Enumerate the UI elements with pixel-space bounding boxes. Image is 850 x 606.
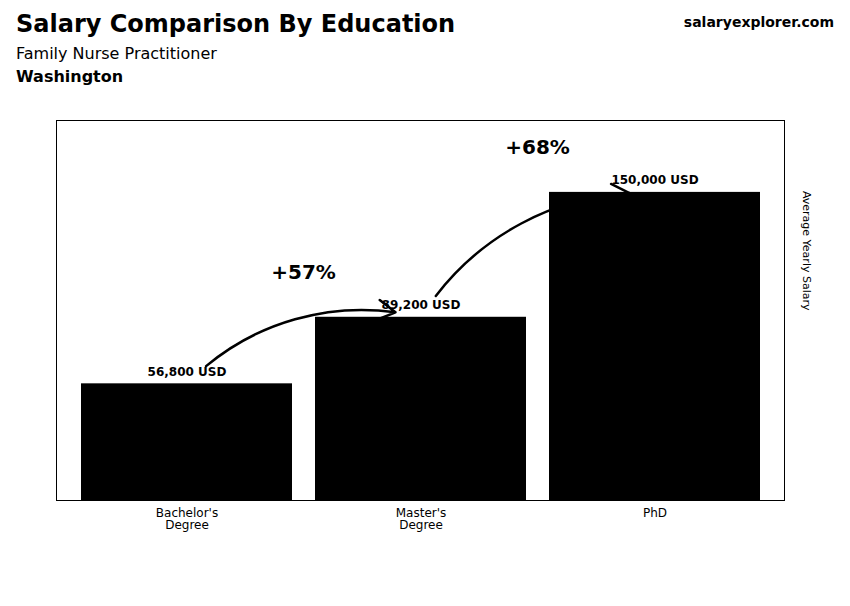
svg-text:+57%: +57% [271, 260, 336, 284]
svg-text:Master'sDegree: Master'sDegree [396, 506, 447, 532]
svg-text:+68%: +68% [505, 135, 570, 159]
svg-text:Average Yearly Salary: Average Yearly Salary [800, 191, 813, 311]
html-text:salary explorer.com: salary explorer.com [683, 14, 834, 30]
svg-text:56,800 USD: 56,800 USD [148, 365, 227, 379]
html-text:Washington: Washington [16, 67, 124, 86]
html-text:Salary Comparison By Education: Salary Comparison By Education [16, 10, 456, 38]
html-text:Family Nurse Practitioner: Family Nurse Practitioner [16, 44, 217, 63]
svg-text:Bachelor'sDegree: Bachelor'sDegree [156, 506, 218, 532]
svg-text:PhD: PhD [643, 506, 667, 520]
svg-text:89,200 USD: 89,200 USD [381, 298, 461, 313]
svg-text:150,000 USD: 150,000 USD [611, 173, 698, 187]
